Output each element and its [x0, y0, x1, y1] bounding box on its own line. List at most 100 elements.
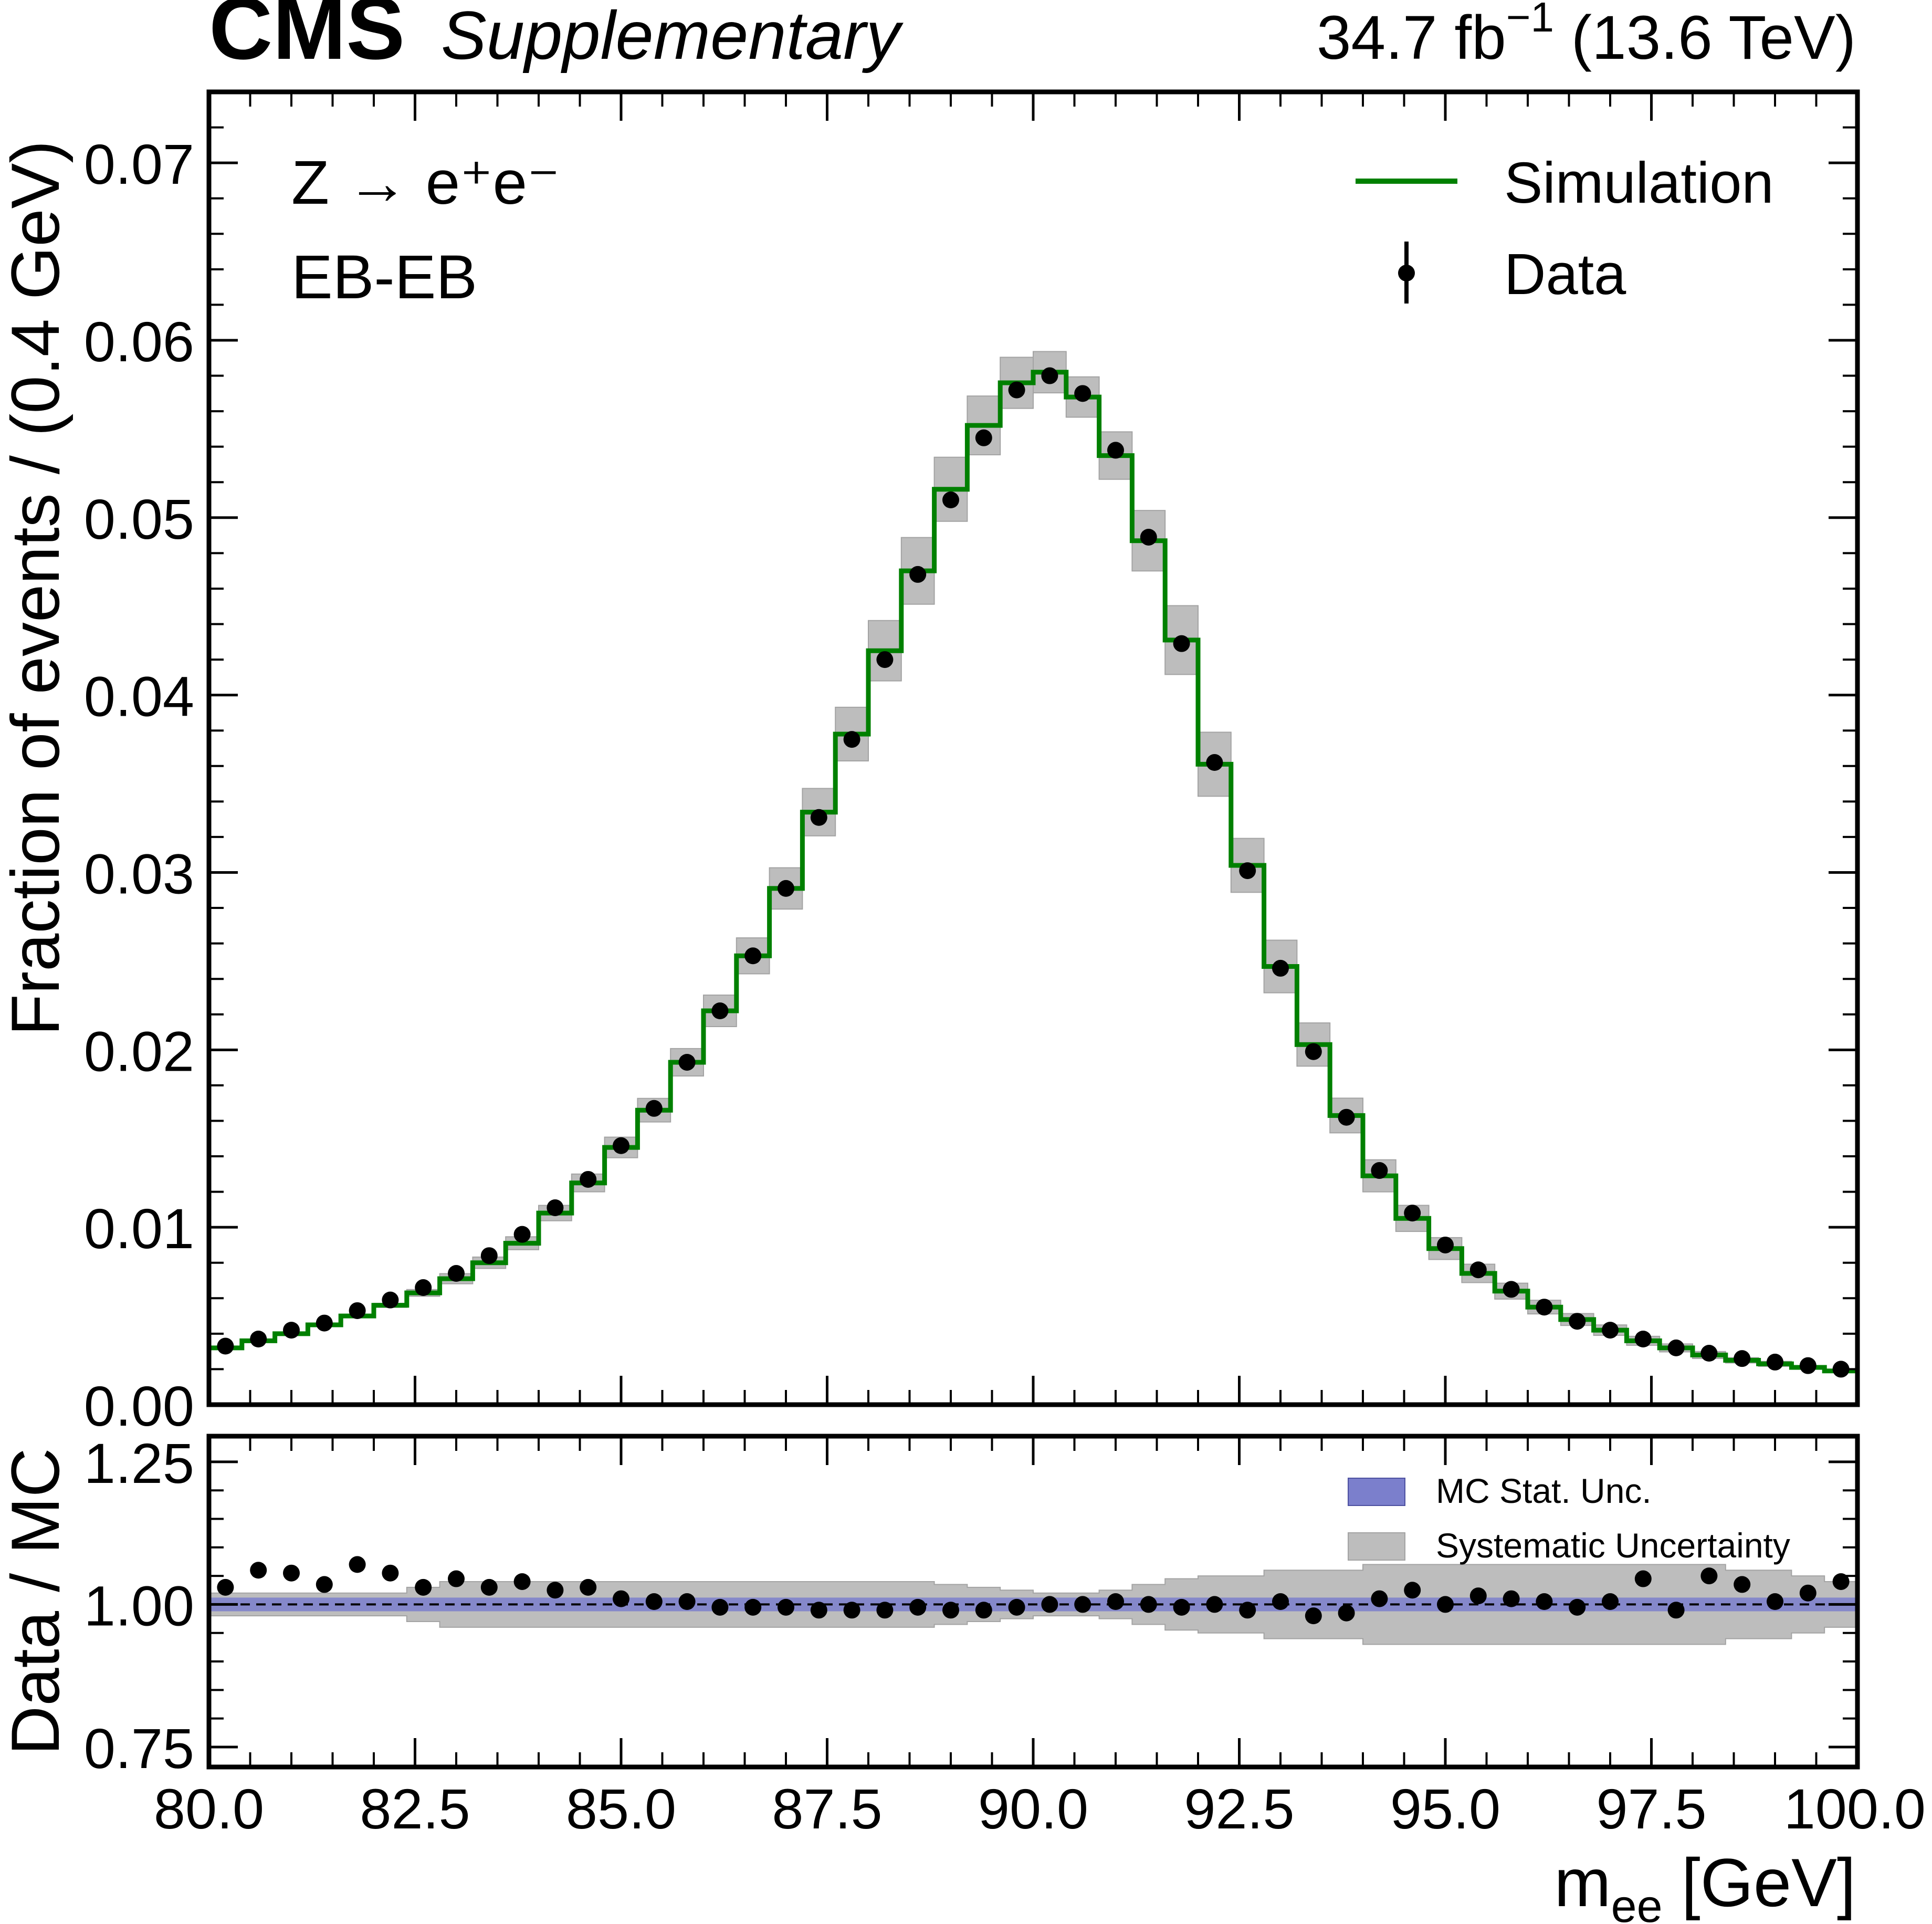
ratio-point: [975, 1602, 992, 1619]
ratio-point: [613, 1590, 629, 1607]
main-ytick-label: 0.06: [84, 310, 194, 373]
ratio-point: [1503, 1590, 1520, 1607]
data-point: [1272, 959, 1289, 977]
data-point: [382, 1291, 399, 1309]
ratio-point: [1634, 1570, 1652, 1587]
ratio-point: [778, 1598, 794, 1616]
data-point: [1404, 1205, 1421, 1222]
ratio-ytick-label: 1.25: [84, 1431, 194, 1495]
main-ylabel: Fraction of events / (0.4 GeV): [0, 140, 74, 1036]
xtick-label: 95.0: [1390, 1777, 1500, 1841]
ratio-point: [1206, 1596, 1223, 1613]
process-label: Z → e⁺e⁻: [291, 148, 560, 217]
ratio-point: [250, 1562, 267, 1579]
data-point: [711, 1002, 729, 1019]
data-point: [1371, 1162, 1388, 1179]
data-point: [744, 947, 762, 965]
cms-label: CMS: [209, 0, 405, 78]
data-point: [513, 1226, 531, 1243]
xlabel-symbol: m: [1554, 1844, 1611, 1921]
data-point: [1569, 1313, 1586, 1330]
xtick-label: 80.0: [154, 1777, 264, 1841]
ratio-point: [448, 1570, 465, 1587]
ratio-point: [1107, 1593, 1124, 1610]
data-point: [1503, 1281, 1520, 1298]
data-point: [613, 1137, 629, 1154]
ratio-point: [1700, 1567, 1718, 1585]
data-point: [778, 880, 794, 897]
data-point: [250, 1331, 267, 1347]
ratio-point: [1569, 1598, 1586, 1616]
ratio-point: [1667, 1602, 1685, 1619]
ratio-point: [480, 1578, 498, 1596]
main-ytick-label: 0.03: [84, 842, 194, 905]
ratio-point: [1041, 1596, 1058, 1613]
xlabel-unit: [GeV]: [1663, 1844, 1856, 1921]
lumi-label: 34.7 fb−1 (13.6 TeV): [1317, 0, 1856, 72]
ratio-ticks: 80.0 82.5 85.0 87.5 90.0 92.5 95.0 97.5 100.0 0.7…: [84, 1431, 1926, 1841]
xtick-label: 97.5: [1596, 1777, 1706, 1841]
ratio-point: [711, 1598, 729, 1616]
ratio-panel: [208, 1556, 1858, 1645]
energy-label: (13.6 TeV): [1554, 3, 1856, 72]
ratio-point: [1832, 1573, 1850, 1590]
legend-mc-stat-label: MC Stat. Unc.: [1436, 1471, 1652, 1510]
main-panel: [208, 351, 1858, 1378]
data-point: [480, 1247, 498, 1264]
legend-syst-label: Systematic Uncertainty: [1436, 1526, 1790, 1565]
data-point: [1602, 1322, 1619, 1339]
ratio-point: [1536, 1593, 1553, 1610]
category-label: EB-EB: [291, 243, 477, 312]
data-point: [678, 1053, 696, 1071]
xtick-label: 87.5: [772, 1777, 882, 1841]
data-point: [1140, 528, 1157, 546]
data-point: [316, 1314, 333, 1332]
main-ytick-label: 0.02: [84, 1019, 194, 1083]
ratio-point: [1799, 1584, 1816, 1602]
data-point: [1041, 367, 1058, 384]
xtick-label: 85.0: [566, 1777, 676, 1841]
ratio-ylabel: Data / MC: [0, 1448, 74, 1755]
data-point: [1173, 635, 1190, 652]
ratio-point: [876, 1602, 894, 1619]
data-point: [1107, 442, 1124, 459]
data-point: [580, 1170, 597, 1188]
legend-syst-patch: [1348, 1532, 1405, 1561]
ratio-point: [942, 1602, 959, 1619]
data-point: [1008, 381, 1025, 399]
ratio-point: [1272, 1593, 1289, 1610]
ratio-point: [349, 1556, 366, 1573]
ratio-point: [1734, 1576, 1751, 1593]
ratio-point: [283, 1564, 300, 1582]
status-label: Supplementary: [441, 0, 904, 74]
ratio-point: [1767, 1593, 1783, 1610]
ratio-point: [382, 1564, 399, 1582]
data-point: [1536, 1299, 1553, 1316]
lumi-value: 34.7 fb: [1317, 3, 1506, 72]
main-ytick-label: 0.05: [84, 487, 194, 551]
ratio-point: [1140, 1596, 1157, 1613]
data-point: [942, 492, 959, 509]
main-ytick-label: 0.07: [84, 132, 194, 196]
ratio-point: [1602, 1593, 1619, 1610]
lumi-exponent: −1: [1506, 0, 1554, 40]
data-point: [448, 1265, 465, 1282]
xlabel-subscript: ee: [1611, 1880, 1663, 1924]
ratio-point: [1404, 1582, 1421, 1599]
ratio-point: [1437, 1596, 1454, 1613]
data-point: [1338, 1109, 1355, 1126]
data-point: [415, 1279, 432, 1296]
legend-data-marker: [1398, 265, 1415, 281]
xtick-label: 100.0: [1784, 1777, 1926, 1841]
main-ytick-label: 0.01: [84, 1197, 194, 1260]
ratio-point: [1469, 1587, 1487, 1605]
ratio-ytick-label: 1.00: [84, 1574, 194, 1637]
ratio-point: [1371, 1590, 1388, 1607]
main-legend: Simulation Data: [1356, 151, 1774, 307]
ratio-point: [1305, 1607, 1322, 1625]
data-point: [1832, 1361, 1850, 1378]
data-point: [975, 429, 992, 446]
ratio-point: [580, 1578, 597, 1596]
ratio-point: [1074, 1596, 1091, 1613]
